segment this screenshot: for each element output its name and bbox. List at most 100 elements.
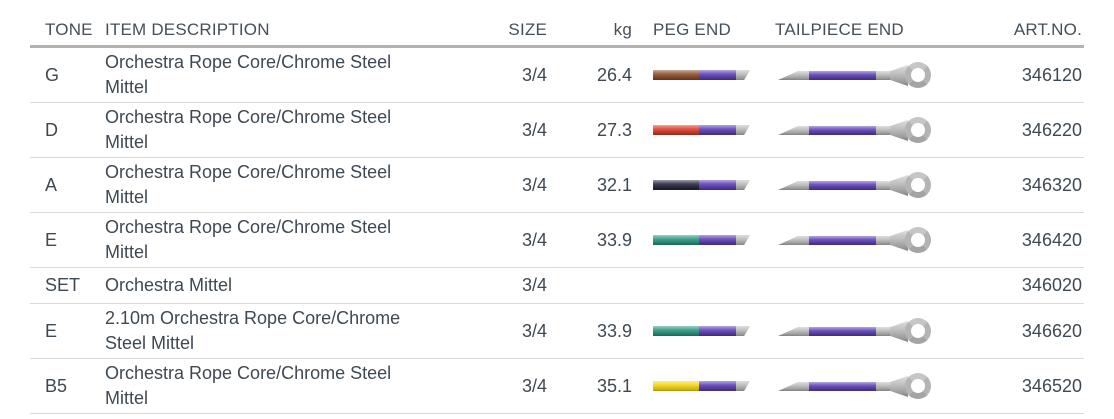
tailpiece-end-string-graphic	[778, 116, 931, 144]
table-row: D Orchestra Rope Core/Chrome Steel Mitte…	[30, 103, 1084, 158]
peg-end-string-graphic	[653, 125, 750, 135]
cell-tone: SET	[45, 275, 81, 295]
header-peg-end: PEG END	[653, 20, 731, 39]
cell-peg-end	[632, 281, 760, 291]
tailpiece-silk-band-2	[876, 382, 891, 391]
cell-tone: G	[45, 64, 60, 85]
table-row: E Orchestra Rope Core/Chrome Steel Mitte…	[30, 213, 1084, 268]
peg-silk-tip	[736, 180, 750, 190]
tailpiece-end-string-graphic	[778, 226, 931, 254]
peg-end-string-graphic	[653, 180, 750, 190]
header-tailpiece-end: TAILPIECE END	[775, 20, 904, 39]
item-description-text: Orchestra Rope Core/Chrome Steel Mittel	[105, 107, 392, 152]
tailpiece-silk-band	[797, 71, 809, 80]
cell-item-description: Orchestra Rope Core/Chrome Steel Mittel	[105, 50, 480, 100]
tailpiece-silk-taper	[778, 181, 798, 190]
cell-art-no: 346120	[1021, 64, 1082, 85]
peg-end-string-graphic	[653, 70, 750, 80]
item-description-text: Orchestra Rope Core/Chrome Steel Mittel	[105, 363, 392, 408]
peg-tone-color-band	[653, 180, 699, 190]
tailpiece-loop-ring	[905, 117, 931, 143]
cell-tone: D	[45, 119, 58, 140]
peg-silk-tip	[736, 70, 750, 80]
peg-winding-band	[699, 235, 736, 245]
peg-silk-tip	[736, 326, 750, 336]
peg-silk-tip	[736, 125, 750, 135]
cell-item-description: Orchestra Rope Core/Chrome Steel Mittel	[105, 160, 480, 210]
tailpiece-silk-taper	[778, 236, 798, 245]
tailpiece-loop-ring	[905, 172, 931, 198]
tailpiece-flare-cone	[890, 120, 908, 141]
tailpiece-silk-band-2	[876, 126, 891, 135]
tailpiece-silk-band-2	[876, 181, 891, 190]
tailpiece-end-string-graphic	[778, 61, 931, 89]
tailpiece-winding-band	[809, 382, 876, 391]
peg-end-string-graphic	[653, 326, 750, 336]
cell-size: 3/4	[521, 320, 547, 341]
cell-size: 3/4	[521, 375, 547, 396]
tailpiece-silk-band-2	[876, 327, 891, 336]
tailpiece-loop-ring	[905, 318, 931, 344]
cell-tailpiece-end	[760, 317, 935, 345]
header-size: SIZE	[508, 20, 547, 39]
tailpiece-silk-taper	[778, 327, 798, 336]
cell-art-no: 346020	[1021, 275, 1082, 295]
cell-size: 3/4	[521, 229, 547, 250]
cell-size: 3/4	[521, 64, 547, 85]
tailpiece-loop-ring	[905, 227, 931, 253]
item-description-text: Orchestra Rope Core/Chrome Steel Mittel	[105, 217, 392, 262]
tailpiece-silk-band	[797, 327, 809, 336]
table-row: E 2.10m Orchestra Rope Core/Chrome Steel…	[30, 304, 1084, 359]
cell-item-description: Orchestra Rope Core/Chrome Steel Mittel	[105, 215, 480, 265]
tailpiece-end-string-graphic	[778, 372, 931, 400]
table-row: G Orchestra Rope Core/Chrome Steel Mitte…	[30, 48, 1084, 103]
cell-tone: E	[45, 229, 58, 250]
cell-size: 3/4	[521, 174, 547, 195]
tailpiece-silk-band-2	[876, 236, 891, 245]
cell-peg-end	[632, 326, 760, 336]
tailpiece-winding-band	[809, 236, 876, 245]
tailpiece-flare-cone	[890, 230, 908, 251]
peg-tone-color-band	[653, 125, 699, 135]
cell-tailpiece-end	[760, 272, 935, 300]
cell-item-description: Orchestra Rope Core/Chrome Steel Mittel	[105, 361, 480, 411]
cell-peg-end	[632, 180, 760, 190]
cell-art-no: 346520	[1021, 375, 1082, 396]
tailpiece-silk-band	[797, 382, 809, 391]
tailpiece-winding-band	[809, 181, 876, 190]
peg-winding-band	[699, 180, 736, 190]
cell-tone: A	[45, 174, 58, 195]
table-header-row: TONE ITEM DESCRIPTION SIZE kg PEG END TA…	[30, 6, 1084, 48]
peg-winding-band	[699, 70, 736, 80]
cell-kg: 26.4	[596, 64, 632, 85]
peg-tone-color-band	[653, 326, 699, 336]
tailpiece-loop-ring	[905, 373, 931, 399]
item-description-text: Orchestra Rope Core/Chrome Steel Mittel	[105, 162, 392, 207]
tailpiece-flare-cone	[890, 175, 908, 196]
cell-tailpiece-end	[760, 61, 935, 89]
cell-peg-end	[632, 235, 760, 245]
tailpiece-loop-ring	[905, 62, 931, 88]
cell-kg: 27.3	[596, 119, 632, 140]
tailpiece-flare-cone	[890, 65, 908, 86]
cell-kg: 35.1	[596, 375, 632, 396]
cell-peg-end	[632, 125, 760, 135]
strings-table: TONE ITEM DESCRIPTION SIZE kg PEG END TA…	[30, 6, 1084, 414]
item-description-text: Orchestra Mittel	[105, 275, 233, 295]
tailpiece-silk-band	[797, 126, 809, 135]
table-row: A Orchestra Rope Core/Chrome Steel Mitte…	[30, 158, 1084, 213]
tailpiece-silk-taper	[778, 71, 798, 80]
peg-tone-color-band	[653, 70, 699, 80]
tailpiece-silk-band	[797, 236, 809, 245]
cell-art-no: 346220	[1021, 119, 1082, 140]
header-description: ITEM DESCRIPTION	[105, 20, 270, 39]
item-description-text: 2.10m Orchestra Rope Core/Chrome Steel M…	[105, 308, 401, 353]
item-description-text: Orchestra Rope Core/Chrome Steel Mittel	[105, 52, 392, 97]
header-tone: TONE	[45, 20, 93, 39]
cell-item-description: Orchestra Rope Core/Chrome Steel Mittel	[105, 105, 480, 155]
table-row: SET Orchestra Mittel 3/4 346020	[30, 268, 1084, 304]
table-row: B5 Orchestra Rope Core/Chrome Steel Mitt…	[30, 359, 1084, 414]
cell-tailpiece-end	[760, 171, 935, 199]
tailpiece-silk-band	[797, 181, 809, 190]
